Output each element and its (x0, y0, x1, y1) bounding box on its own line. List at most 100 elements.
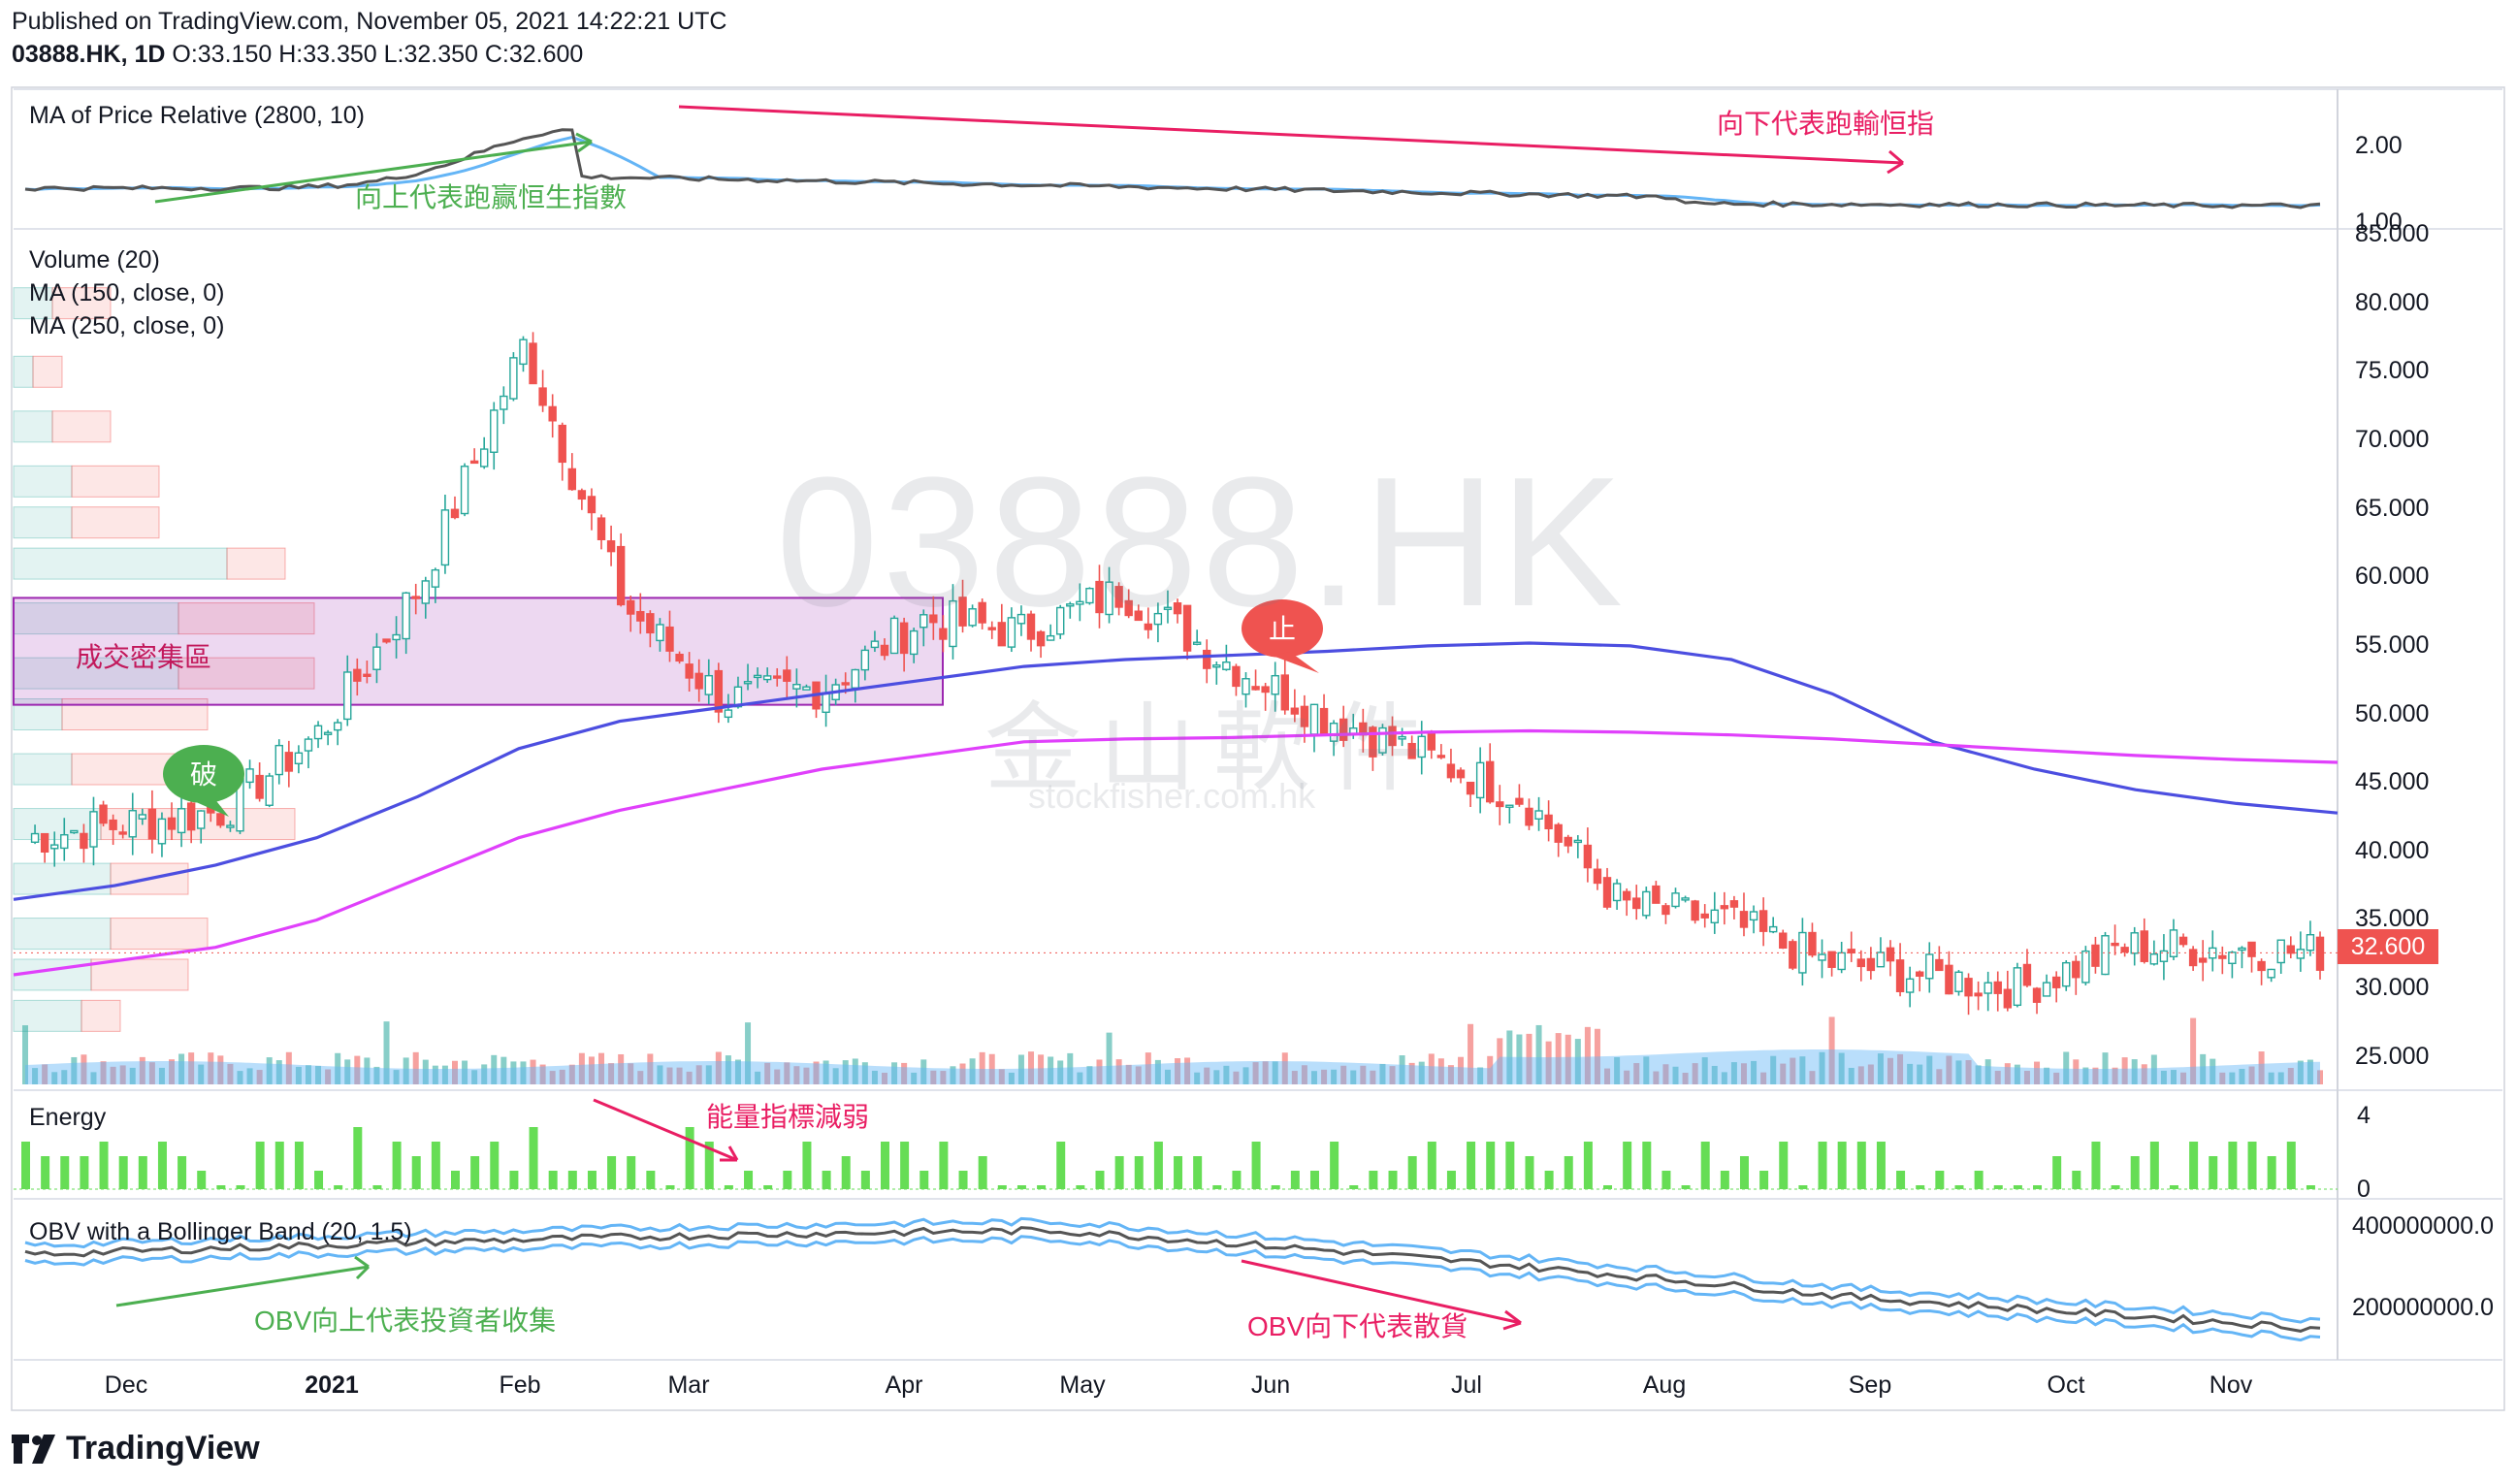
volume-bar (481, 1064, 488, 1084)
candle-body (724, 709, 733, 719)
candle-body (1768, 925, 1778, 933)
candle-body (1271, 674, 1279, 695)
volume-bar (2160, 1070, 2167, 1084)
break-bubble-tail (194, 797, 229, 817)
candle-body (1758, 910, 1768, 932)
candle-body (958, 597, 967, 627)
volume-bar (1799, 1056, 1806, 1084)
volume-bar (520, 1061, 527, 1084)
volume-profile-down-7 (177, 657, 315, 690)
energy-bar (548, 1171, 558, 1189)
energy-bar (177, 1156, 187, 1189)
volume-bar (246, 1068, 253, 1084)
candle-body (1378, 726, 1387, 754)
price-tick-40: 40.000 (2355, 836, 2430, 864)
candle-body (226, 824, 235, 828)
candle-body (1515, 797, 1524, 805)
candle-body (939, 628, 948, 640)
candle-body (1095, 580, 1104, 614)
candle-body (304, 738, 313, 752)
volume-bar (1252, 1062, 1259, 1084)
break-bubble: 破 (163, 745, 244, 817)
candle-body (2062, 961, 2071, 987)
candle-body (997, 622, 1007, 647)
energy-bar (2072, 1171, 2081, 1189)
x-label-sep: Sep (1848, 1371, 1892, 1399)
volume-bar (940, 1071, 947, 1084)
volume-bar (871, 1070, 878, 1084)
energy-bar (1564, 1156, 1573, 1189)
energy-bar (2267, 1156, 2276, 1189)
energy-bar (1916, 1185, 1925, 1189)
x-label-aug: Aug (1642, 1371, 1687, 1399)
obv-pane-label[interactable]: OBV with a Bollinger Band (20, 1.5) (29, 1218, 412, 1245)
energy-tick-4: 4 (2357, 1102, 2371, 1129)
energy-bar (627, 1156, 636, 1189)
obv-tick-200m: 200000000.0 (2352, 1294, 2494, 1321)
energy-bar (274, 1142, 284, 1189)
candle-body (762, 675, 772, 681)
relative-pane-label[interactable]: MA of Price Relative (2800, 10) (29, 102, 365, 129)
energy-bar (2111, 1185, 2120, 1189)
candle-body (1876, 952, 1886, 968)
volume-profile-up-1 (13, 355, 34, 388)
candle-body (2257, 960, 2266, 972)
volume-bar (32, 1068, 39, 1084)
candle-body (313, 725, 323, 740)
volume-bar (1437, 1058, 1444, 1084)
candle-body (157, 818, 167, 845)
energy-bar (939, 1142, 949, 1189)
energy-bar (529, 1127, 538, 1189)
volume-bar (988, 1053, 995, 1084)
annotation-obv-down: OBV向下代表散貨 (1247, 1311, 1468, 1341)
candle-body (1046, 634, 1055, 641)
energy-tick-0: 0 (2357, 1176, 2371, 1203)
x-label-jun: Jun (1250, 1371, 1291, 1399)
candle-body (1729, 900, 1739, 908)
volume-bar (403, 1057, 409, 1084)
volume-bar (325, 1069, 332, 1084)
volume-profile-up-4 (13, 506, 73, 539)
candle-body (978, 601, 986, 624)
candle-body (1369, 726, 1377, 758)
energy-bar (1798, 1185, 1808, 1189)
candle-body (500, 395, 508, 410)
volume-bar (774, 1069, 781, 1084)
candle-body (1007, 617, 1016, 648)
price-tick-65: 65.000 (2355, 494, 2430, 522)
volume-bar (745, 1022, 752, 1084)
ma150-label[interactable]: MA (150, close, 0) (29, 279, 225, 306)
energy-bar (567, 1171, 577, 1189)
energy-bar (1467, 1142, 1476, 1189)
energy-bar (822, 1171, 831, 1189)
energy-bar (802, 1142, 812, 1189)
tradingview-logo[interactable]: TradingView (12, 1430, 260, 1468)
candle-body (1407, 742, 1416, 759)
candle-body (99, 804, 108, 824)
energy-bar (763, 1185, 773, 1189)
volume-bar (393, 1070, 400, 1084)
energy-bar (431, 1142, 440, 1189)
energy-bar (2286, 1142, 2296, 1189)
x-label-oct: Oct (2047, 1371, 2085, 1399)
candle-body (1964, 978, 1973, 997)
dense-zone-box (13, 597, 944, 706)
x-label-apr: Apr (885, 1371, 923, 1399)
volume-bar (950, 1066, 956, 1084)
volume-label[interactable]: Volume (20) (29, 246, 160, 274)
candle-body (1622, 890, 1631, 901)
candle-body (2101, 935, 2110, 976)
symbol-name[interactable]: 03888.HK, 1D (12, 41, 166, 68)
energy-bar (1056, 1142, 1066, 1189)
candle-body (627, 599, 635, 615)
candle-body (773, 675, 782, 679)
volume-bar (158, 1067, 165, 1084)
annotation-obv-up: OBV向上代表投資者收集 (254, 1306, 557, 1336)
ma250-label[interactable]: MA (250, close, 0) (29, 312, 225, 339)
price-tick-25: 25.000 (2355, 1042, 2430, 1070)
energy-pane-label[interactable]: Energy (29, 1104, 107, 1131)
candle-body (675, 653, 684, 662)
volume-profile-down-4 (71, 506, 160, 539)
candle-body (2013, 967, 2022, 1007)
